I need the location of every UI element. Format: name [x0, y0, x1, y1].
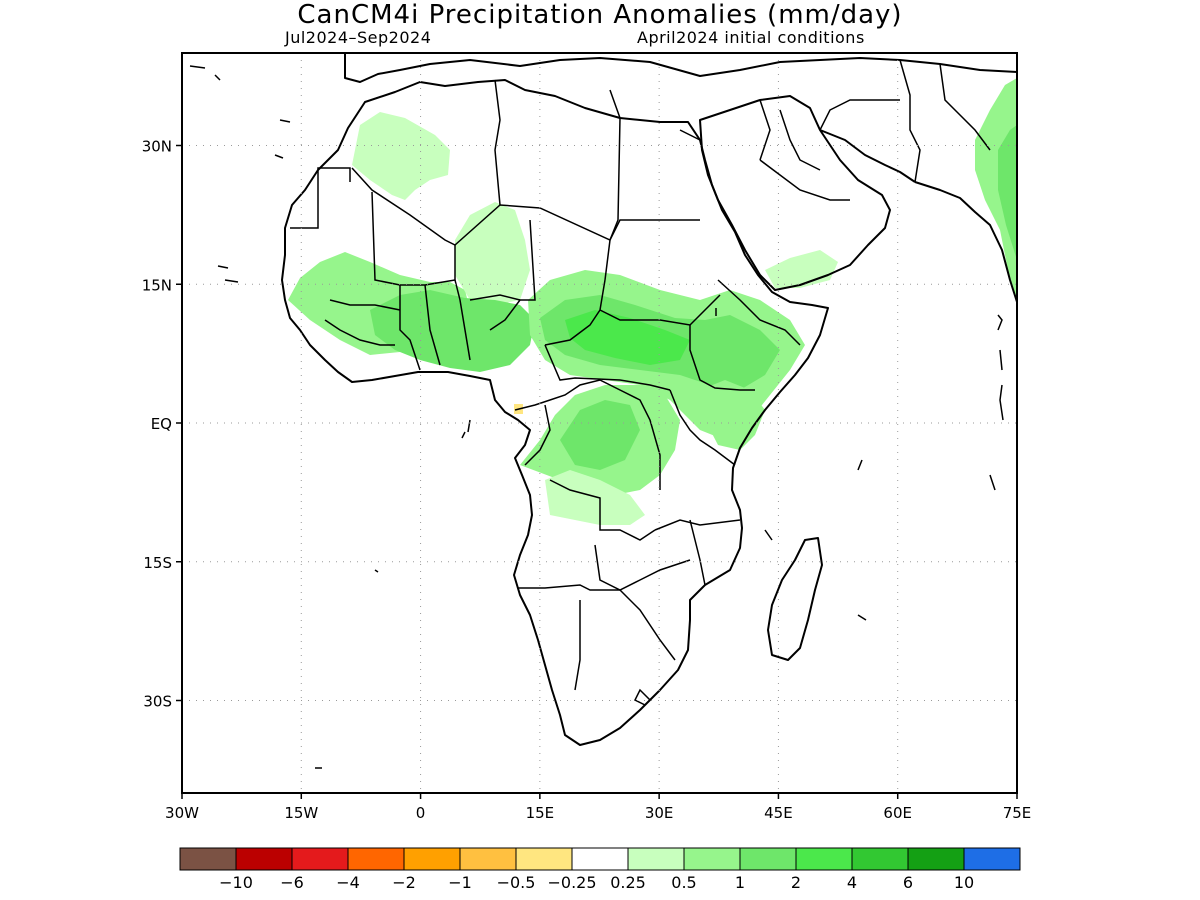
colorbar-label: −0.5	[497, 873, 536, 892]
map-frame	[181, 52, 1018, 794]
colorbar: −10 −6 −4 −2 −1 −0.5 −0.25 0.25 0.5 1 2 4 6 10	[179, 847, 1021, 892]
y-tick-label: 30S	[143, 693, 172, 711]
country-borders	[290, 59, 991, 691]
anomaly-region-angola-zambia	[545, 470, 645, 525]
colorbar-label: 2	[791, 873, 801, 892]
colorbar-label: 0.25	[610, 873, 646, 892]
y-axis: 30N 15N EQ 15S 30S	[142, 138, 182, 711]
forecast-period: Jul2024–Sep2024	[285, 28, 432, 47]
colorbar-swatch	[795, 847, 853, 871]
chart-title: CanCM4i Precipitation Anomalies (mm/day)	[297, 0, 903, 30]
colorbar-swatch	[235, 847, 293, 871]
colorbar-swatch	[739, 847, 797, 871]
anomaly-region-western-india	[975, 78, 1017, 300]
india-coastline	[914, 181, 1017, 303]
y-tick-label: 15S	[143, 554, 172, 572]
colorbar-label: 0.5	[671, 873, 696, 892]
x-tick-label: 30W	[165, 804, 199, 822]
persian-gulf-coastline	[819, 129, 916, 183]
initial-conditions: April2024 initial conditions	[637, 28, 865, 47]
colorbar-label: −10	[219, 873, 253, 892]
colorbar-swatch	[291, 847, 349, 871]
y-tick-label: 30N	[142, 138, 172, 156]
colorbar-label: 1	[735, 873, 745, 892]
y-tick-label: 15N	[142, 276, 172, 294]
x-tick-label: 75E	[1003, 804, 1032, 822]
y-tick-label: EQ	[151, 415, 172, 433]
colorbar-swatch	[179, 847, 237, 871]
colorbar-label: −2	[392, 873, 416, 892]
colorbar-label: 6	[903, 873, 913, 892]
anomaly-region-yemen	[765, 250, 838, 288]
colorbar-label: −4	[336, 873, 360, 892]
madagascar-coastline	[767, 537, 823, 661]
colorbar-label: 10	[954, 873, 974, 892]
colorbar-swatch	[627, 847, 685, 871]
anomaly-region-central-sahara	[455, 202, 530, 305]
x-tick-label: 15E	[526, 804, 555, 822]
colorbar-swatch	[515, 847, 573, 871]
x-tick-label: 60E	[883, 804, 912, 822]
colorbar-label: −1	[448, 873, 472, 892]
x-tick-label: 30E	[645, 804, 674, 822]
colorbar-swatch	[683, 847, 741, 871]
africa-coastline	[281, 79, 829, 746]
eurasia-coastline	[344, 53, 1017, 83]
anomaly-region-sahel-central	[370, 290, 535, 372]
colorbar-label: 4	[847, 873, 857, 892]
islands	[189, 65, 1004, 769]
colorbar-label: −0.25	[547, 873, 596, 892]
anomaly-region-congo-core	[560, 400, 640, 470]
colorbar-swatch	[403, 847, 461, 871]
colorbar-swatch	[907, 847, 965, 871]
colorbar-swatch	[571, 847, 629, 871]
coastlines	[281, 53, 1017, 746]
anomaly-region-northwest-africa	[352, 112, 450, 200]
x-tick-label: 15W	[284, 804, 318, 822]
anomaly-region-sudan-peak	[565, 310, 690, 365]
colorbar-swatch	[347, 847, 405, 871]
x-tick-label: 45E	[764, 804, 793, 822]
anomaly-region-western-india-core	[998, 125, 1017, 260]
x-axis: 30W 15W 0 15E 30E 45E 60E 75E	[165, 793, 1031, 822]
colorbar-swatch	[851, 847, 909, 871]
graticule	[182, 53, 1017, 793]
arabia-coastline	[699, 95, 891, 291]
colorbar-swatch	[459, 847, 517, 871]
anomaly-shading	[288, 78, 1017, 525]
colorbar-label: −6	[280, 873, 304, 892]
x-tick-label: 0	[416, 804, 426, 822]
colorbar-swatch	[963, 847, 1021, 871]
